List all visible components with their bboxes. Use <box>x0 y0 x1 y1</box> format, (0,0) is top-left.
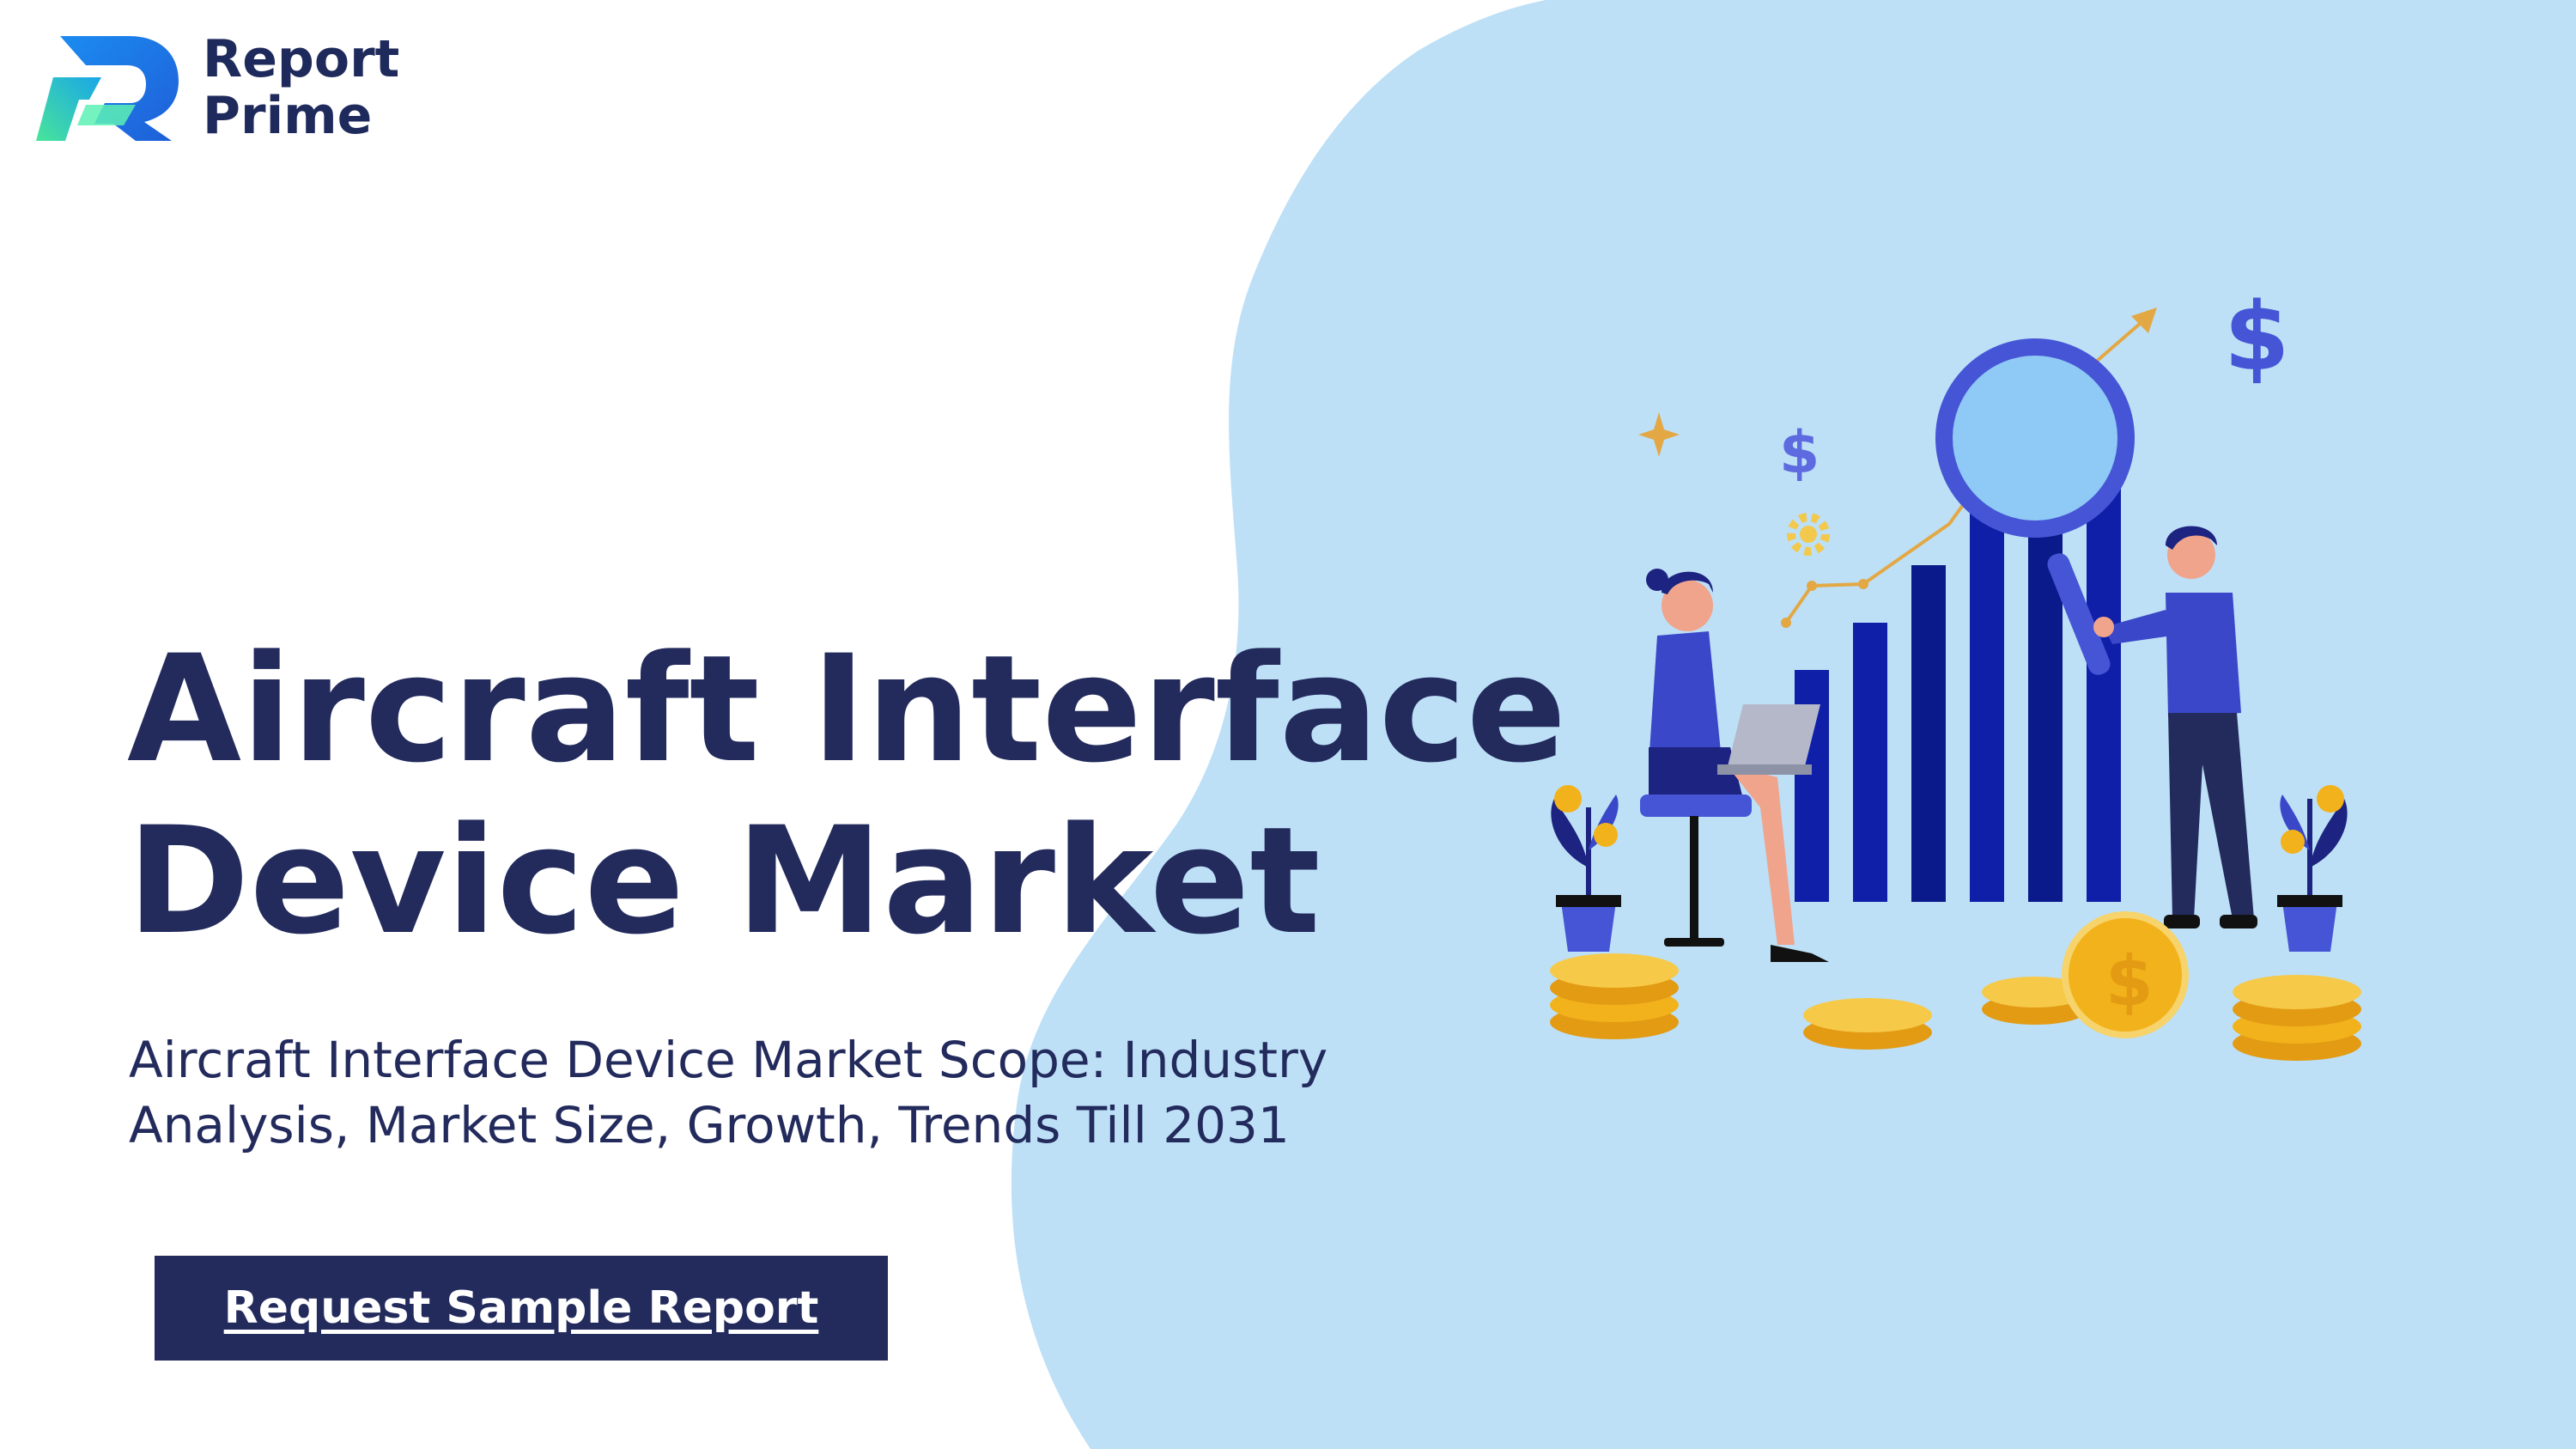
page-subtitle-line1: Aircraft Interface Device Market Scope: … <box>129 1031 1328 1089</box>
man-with-magnifier-figure <box>2093 526 2257 928</box>
coin-stack-icon <box>1550 953 1679 1039</box>
page-subtitle: Aircraft Interface Device Market Scope: … <box>129 1027 1537 1158</box>
page-title: Aircraft Interface Device Market <box>127 624 1587 967</box>
sparkle-icon <box>1638 412 1680 457</box>
coin-stack-icon <box>1803 998 1932 1050</box>
market-analysis-illustration: $ $ <box>1550 283 2361 1061</box>
brand-name: Report Prime <box>203 31 399 144</box>
gear-icon <box>1787 513 1830 556</box>
page-subtitle-line2: Analysis, Market Size, Growth, Trends Ti… <box>129 1096 1290 1154</box>
brand-logo[interactable]: Report Prime <box>34 31 429 151</box>
coin-stack-icon <box>2233 975 2361 1061</box>
coin-stack-icon: $ <box>1982 911 2189 1038</box>
plant-icon <box>2277 785 2348 952</box>
brand-name-line1: Report <box>203 29 400 89</box>
plant-icon <box>1551 785 1621 952</box>
dollar-icon: $ <box>2224 283 2290 392</box>
magnifier-icon <box>1935 338 2135 675</box>
report-prime-logo-icon <box>36 36 179 141</box>
svg-text:$: $ <box>2105 941 2154 1021</box>
page-title-line1: Aircraft Interface <box>127 623 1567 795</box>
dollar-icon: $ <box>1779 419 1820 487</box>
woman-with-laptop-figure <box>1640 569 1829 962</box>
request-sample-report-button[interactable]: Request Sample Report <box>155 1256 888 1361</box>
page-title-line2: Device Market <box>127 795 1321 967</box>
brand-name-line2: Prime <box>203 86 373 146</box>
